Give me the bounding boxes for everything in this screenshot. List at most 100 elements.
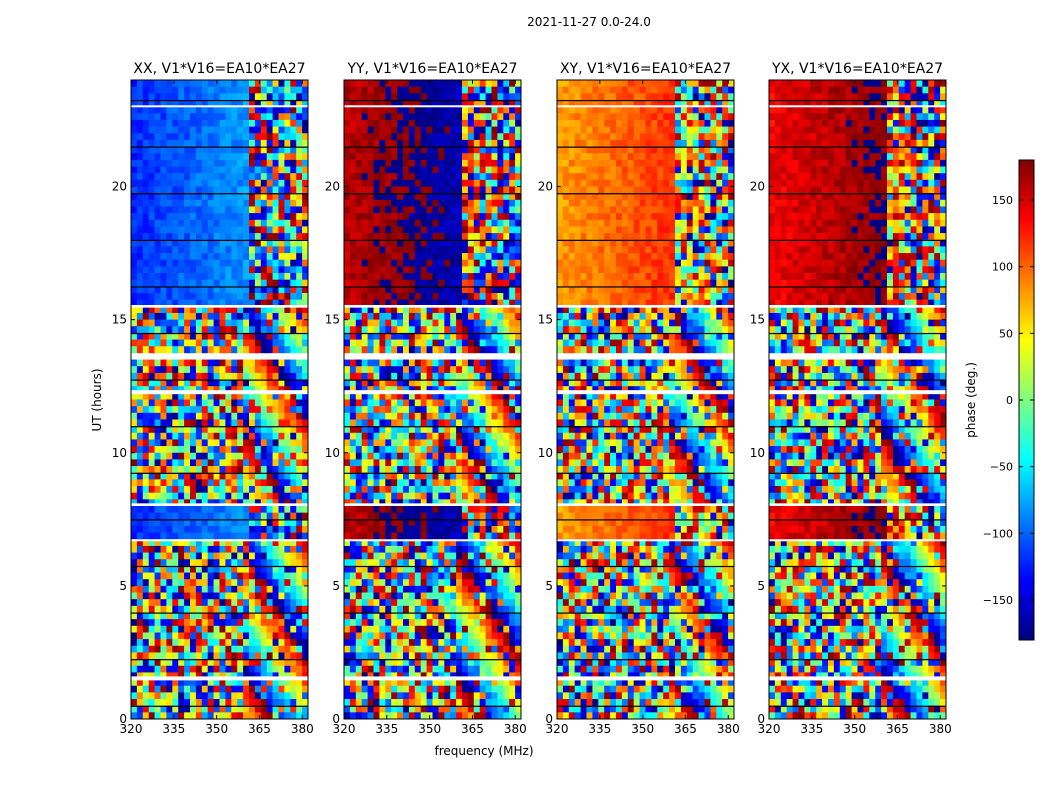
heatmap-cell	[473, 166, 480, 174]
heatmap-cell	[284, 306, 291, 314]
heatmap-cell	[497, 439, 504, 447]
heatmap-cell	[131, 219, 138, 227]
heatmap-cell	[249, 525, 256, 533]
heatmap-cell	[278, 346, 285, 354]
heatmap-cell	[190, 279, 197, 287]
heatmap-cell	[213, 273, 220, 280]
heatmap-cell	[397, 226, 404, 234]
heatmap-cell	[195, 639, 203, 647]
heatmap-cell	[373, 246, 380, 254]
heatmap-cell	[142, 506, 149, 513]
heatmap-cell	[414, 466, 421, 474]
heatmap-cell	[503, 446, 510, 454]
heatmap-cell	[485, 539, 492, 547]
heatmap-cell	[420, 139, 427, 147]
heatmap-cell	[515, 506, 522, 513]
heatmap-cell	[154, 466, 161, 474]
heatmap-cell	[260, 206, 267, 214]
heatmap-cell	[302, 645, 309, 653]
heatmap-cell	[284, 386, 291, 394]
heatmap-cell	[190, 133, 197, 141]
heatmap-cell	[296, 585, 303, 593]
heatmap-cell	[414, 386, 421, 394]
heatmap-cell	[491, 299, 498, 307]
heatmap-cell	[190, 559, 197, 567]
heatmap-cell	[272, 312, 279, 320]
heatmap-cell	[172, 146, 179, 154]
heatmap-cell	[355, 339, 362, 347]
heatmap-cell	[503, 312, 510, 320]
heatmap-cell	[485, 306, 492, 314]
heatmap-cell	[231, 712, 238, 720]
heatmap-cell	[243, 80, 250, 87]
heatmap-cell	[403, 86, 410, 94]
heatmap-cell	[266, 119, 273, 127]
heatmap-cell	[142, 705, 149, 713]
heatmap-cell	[420, 459, 427, 467]
heatmap-cell	[296, 599, 303, 607]
heatmap-cell	[302, 186, 309, 194]
heatmap-cell	[408, 492, 416, 500]
heatmap-cell	[391, 139, 398, 147]
heatmap-cell	[249, 632, 256, 640]
heatmap-cell	[160, 492, 167, 500]
heatmap-cell	[438, 206, 445, 214]
heatmap-cell	[503, 139, 510, 147]
heatmap-cell	[278, 286, 285, 294]
heatmap-cell	[467, 512, 475, 520]
heatmap-cell	[154, 399, 161, 407]
heatmap-cell	[160, 139, 167, 147]
heatmap-cell	[190, 179, 197, 187]
heatmap-cell	[284, 525, 291, 533]
heatmap-cell	[148, 259, 155, 267]
heatmap-cell	[491, 399, 498, 407]
heatmap-cell	[195, 545, 203, 553]
heatmap-cell	[207, 293, 214, 300]
heatmap-cell	[190, 552, 197, 560]
heatmap-cell	[450, 499, 457, 507]
heatmap-cell	[190, 579, 197, 587]
heatmap-cell	[184, 452, 191, 460]
heatmap-cell	[479, 399, 486, 407]
heatmap-cell	[237, 239, 244, 247]
heatmap-cell	[473, 186, 480, 194]
heatmap-cell	[349, 146, 357, 154]
heatmap-cell	[207, 312, 214, 320]
heatmap-cell	[225, 133, 232, 141]
heatmap-cell	[403, 459, 410, 467]
heatmap-cell	[260, 645, 267, 653]
heatmap-cell	[284, 692, 291, 700]
heatmap-cell	[515, 233, 522, 241]
heatmap-cell	[195, 326, 203, 334]
heatmap-cell	[349, 159, 357, 167]
heatmap-cell	[201, 166, 208, 174]
heatmap-cell	[190, 93, 197, 101]
heatmap-cell	[509, 432, 516, 440]
heatmap-cell	[385, 359, 392, 367]
heatmap-cell	[284, 80, 291, 87]
heatmap-cell	[166, 399, 173, 407]
heatmap-cell	[414, 253, 421, 261]
heatmap-cell	[166, 699, 173, 706]
heatmap-cell	[178, 499, 185, 507]
heatmap-cell	[473, 159, 480, 167]
heatmap-cell	[231, 486, 238, 493]
heatmap-cell	[136, 679, 144, 687]
heatmap-cell	[361, 99, 368, 107]
heatmap-cell	[444, 466, 451, 474]
heatmap-cell	[249, 426, 256, 434]
heatmap-cell	[485, 525, 492, 533]
heatmap-cell	[349, 266, 357, 274]
heatmap-cell	[136, 266, 144, 274]
heatmap-cell	[467, 459, 475, 467]
heatmap-cell	[278, 572, 285, 580]
heatmap-cell	[260, 326, 267, 334]
heatmap-cell	[497, 166, 504, 174]
heatmap-cell	[290, 672, 297, 680]
heatmap-cell	[231, 645, 238, 653]
heatmap-cell	[361, 532, 368, 540]
heatmap-cell	[172, 592, 179, 600]
heatmap-cell	[515, 406, 522, 414]
heatmap-cell	[272, 399, 279, 407]
heatmap-cell	[131, 246, 138, 254]
